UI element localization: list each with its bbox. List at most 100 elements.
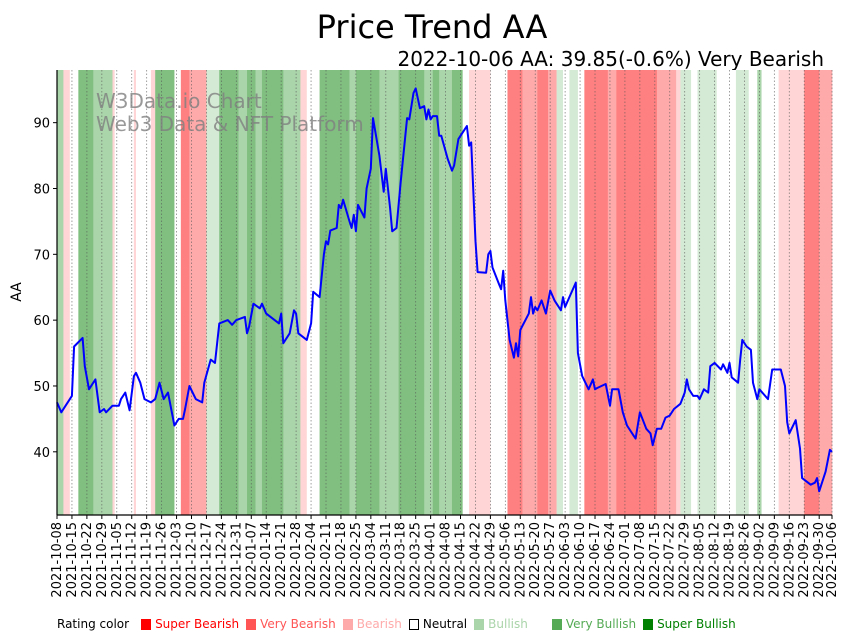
legend-item-bullish: Bullish xyxy=(474,617,528,631)
x-tick-label: 2022-06-17 xyxy=(588,522,603,598)
axes: 2021-10-08 2021-10-15 2021-10-22 2021-10-29… xyxy=(33,70,840,598)
rating-band-very-bearish xyxy=(607,70,617,515)
rating-band-bearish xyxy=(63,70,71,515)
x-tick-label: 2021-11-26 xyxy=(155,522,170,598)
rating-band-very-bearish xyxy=(548,70,557,515)
rating-band-bullish xyxy=(556,70,564,515)
rating-band-bullish xyxy=(735,70,750,515)
legend-label: Very Bullish xyxy=(565,617,637,631)
rating-band-bearish xyxy=(133,70,137,515)
legend-label: Super Bearish xyxy=(155,617,240,631)
legend-item-very-bearish: Very Bearish xyxy=(246,617,336,631)
y-tick-label: 90 xyxy=(33,117,50,132)
legend-label: Bullish xyxy=(488,617,528,631)
rating-band-neutral xyxy=(691,70,698,515)
x-tick-label: 2021-10-22 xyxy=(80,522,95,598)
y-axis-label: AA xyxy=(9,282,25,302)
x-tick-label: 2022-08-19 xyxy=(723,522,738,598)
x-tick-label: 2021-10-29 xyxy=(95,522,110,598)
rating-band-very-bullish xyxy=(349,70,357,515)
rating-band-bullish xyxy=(569,70,579,515)
x-tick-label: 2022-09-30 xyxy=(812,522,827,598)
x-tick-label: 2022-02-04 xyxy=(304,522,319,598)
rating-band-neutral xyxy=(462,70,470,515)
x-tick-label: 2022-04-29 xyxy=(483,522,498,598)
rating-band-super-bullish xyxy=(247,70,256,515)
legend-item-very-bullish: Very Bullish xyxy=(551,617,637,631)
x-tick-label: 2022-09-09 xyxy=(767,522,782,598)
x-tick-label: 2022-07-29 xyxy=(678,522,693,598)
rating-band-super-bullish xyxy=(219,70,239,515)
x-tick-label: 2022-04-22 xyxy=(468,522,483,598)
rating-band-bullish xyxy=(697,70,718,515)
legend: Rating color Super Bearish Very Bearish Be… xyxy=(57,617,743,631)
x-tick-label: 2022-07-22 xyxy=(663,522,678,598)
rating-band-super-bullish xyxy=(261,70,284,515)
x-tick-label: 2022-02-11 xyxy=(319,522,334,598)
x-tick-label: 2021-11-19 xyxy=(140,522,155,598)
legend-swatch xyxy=(551,618,562,630)
rating-band-very-bullish xyxy=(379,70,399,515)
rating-band-very-bearish xyxy=(819,70,833,515)
rating-band-very-bullish xyxy=(424,70,434,515)
x-tick-label: 2022-05-27 xyxy=(543,522,558,598)
legend-label: Neutral xyxy=(422,617,468,631)
legend-swatch xyxy=(643,618,654,630)
x-tick-label: 2022-01-07 xyxy=(244,522,259,598)
x-tick-label: 2021-12-17 xyxy=(199,522,214,598)
x-tick-label: 2022-07-08 xyxy=(633,522,648,598)
legend-label: Super Bullish xyxy=(657,617,736,631)
x-tick-label: 2021-10-15 xyxy=(65,522,80,598)
legend-swatch xyxy=(342,618,353,630)
rating-band-super-bullish xyxy=(451,70,463,515)
x-tick-label: 2021-12-24 xyxy=(214,522,229,598)
x-tick-label: 2022-07-15 xyxy=(648,522,663,598)
x-tick-label: 2021-11-12 xyxy=(125,522,140,598)
rating-band-super-bearish xyxy=(507,70,523,515)
rating-band-very-bearish xyxy=(522,70,538,515)
rating-band-bearish xyxy=(469,70,491,515)
x-tick-label: 2022-03-25 xyxy=(409,522,424,598)
y-tick-label: 50 xyxy=(33,380,50,395)
x-tick-label: 2022-10-06 xyxy=(825,522,840,598)
legend-item-super-bearish: Super Bearish xyxy=(141,617,239,631)
rating-band-neutral xyxy=(716,70,737,515)
rating-band-very-bullish xyxy=(93,70,113,515)
watermark-line-2: Web3 Data & NFT Platform xyxy=(96,112,364,136)
rating-band-bearish xyxy=(778,70,805,515)
x-tick-label: 2022-08-26 xyxy=(737,522,752,598)
rating-band-very-bullish xyxy=(757,70,762,515)
legend-item-neutral: Neutral xyxy=(408,617,468,631)
rating-band-very-bullish xyxy=(255,70,263,515)
x-tick-label: 2022-04-08 xyxy=(439,522,454,598)
rating-band-very-bearish xyxy=(189,70,207,515)
price-line-aa xyxy=(56,87,833,493)
legend-item-super-bullish: Super Bullish xyxy=(643,617,736,631)
rating-band-bearish xyxy=(300,70,308,515)
x-tick-label: 2022-04-01 xyxy=(424,522,439,598)
x-tick-label: 2022-06-24 xyxy=(603,522,618,598)
x-tick-label: 2021-11-05 xyxy=(110,522,125,598)
chart-subtitle: 2022-10-06 AA: 39.85(-0.6%) Very Bearish xyxy=(397,47,824,71)
rating-band-very-bearish xyxy=(656,70,677,515)
x-tick-label: 2022-01-14 xyxy=(259,522,274,598)
legend-label: Very Bearish xyxy=(260,617,336,631)
rating-band-neutral xyxy=(114,70,135,515)
rating-band-very-bullish xyxy=(283,70,301,515)
x-tick-label: 2022-05-13 xyxy=(513,522,528,598)
x-tick-label: 2022-06-10 xyxy=(573,522,588,598)
legend-swatch xyxy=(474,618,485,630)
x-tick-label: 2022-06-03 xyxy=(558,522,573,598)
legend-item-bearish: Bearish xyxy=(342,617,402,631)
rating-band-very-bullish xyxy=(57,70,64,515)
rating-band-super-bullish xyxy=(432,70,440,515)
x-tick-label: 2022-08-05 xyxy=(693,522,708,598)
x-tick-label: 2022-05-20 xyxy=(528,522,543,598)
rating-band-super-bearish xyxy=(616,70,658,515)
x-tick-label: 2022-03-11 xyxy=(379,522,394,598)
rating-band-bearish xyxy=(150,70,156,515)
rating-band-neutral xyxy=(135,70,152,515)
rating-band-super-bullish xyxy=(155,70,175,515)
x-tick-label: 2021-12-03 xyxy=(170,522,185,598)
